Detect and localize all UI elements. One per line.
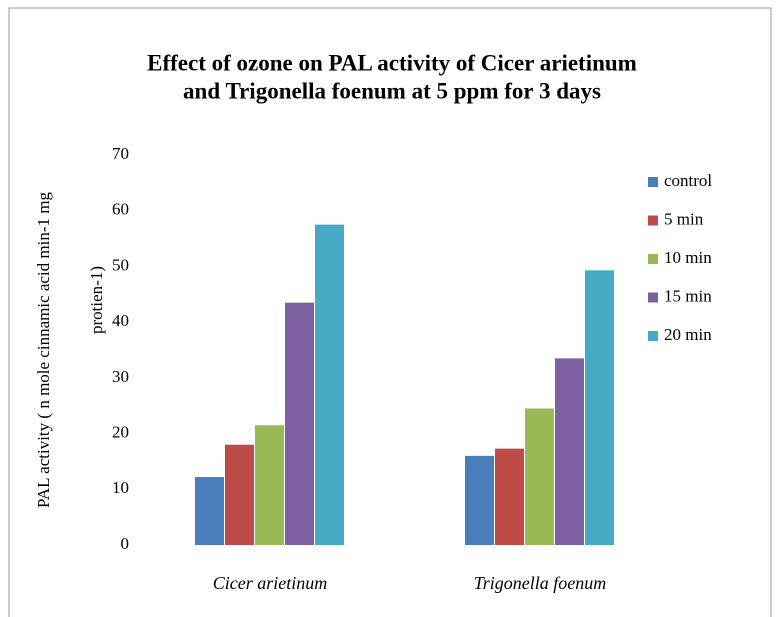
y-axis-label: protien-1) [87,266,106,334]
legend-swatch [648,292,658,303]
x-tick-label: Trigonella foenum [474,573,607,593]
y-tick-label: 50 [112,255,129,274]
legend-label: 20 min [664,325,712,344]
legend-label: control [664,171,712,190]
y-tick-label: 0 [121,534,130,553]
legend-swatch [648,331,658,341]
bar [195,477,224,545]
y-tick-label: 30 [112,367,129,386]
y-tick-label: 20 [112,422,129,441]
bar [585,270,614,545]
y-tick-label: 60 [112,200,129,219]
legend-swatch [648,177,658,187]
bar [255,425,284,545]
x-tick-label: Cicer arietinum [213,573,328,593]
legend-label: 10 min [664,248,712,267]
bar [285,302,314,545]
legend-swatch [648,254,658,264]
bar [315,224,344,545]
bar [555,358,584,545]
bar [525,408,554,545]
legend-swatch [648,215,658,226]
bar [495,448,524,545]
legend-label: 15 min [664,286,712,305]
y-tick-label: 40 [112,311,129,330]
y-tick-label: 70 [112,144,129,163]
y-axis-label: PAL activity ( n mole cinnamic acid min-… [34,191,53,508]
chart-title: Effect of ozone on PAL activity of Cicer… [147,50,637,75]
chart-border [8,7,772,617]
legend-label: 5 min [664,209,704,228]
bar [225,444,254,545]
chart-title: and Trigonella foenum at 5 ppm for 3 day… [183,78,601,103]
bar [465,455,494,545]
y-tick-label: 10 [112,478,129,497]
